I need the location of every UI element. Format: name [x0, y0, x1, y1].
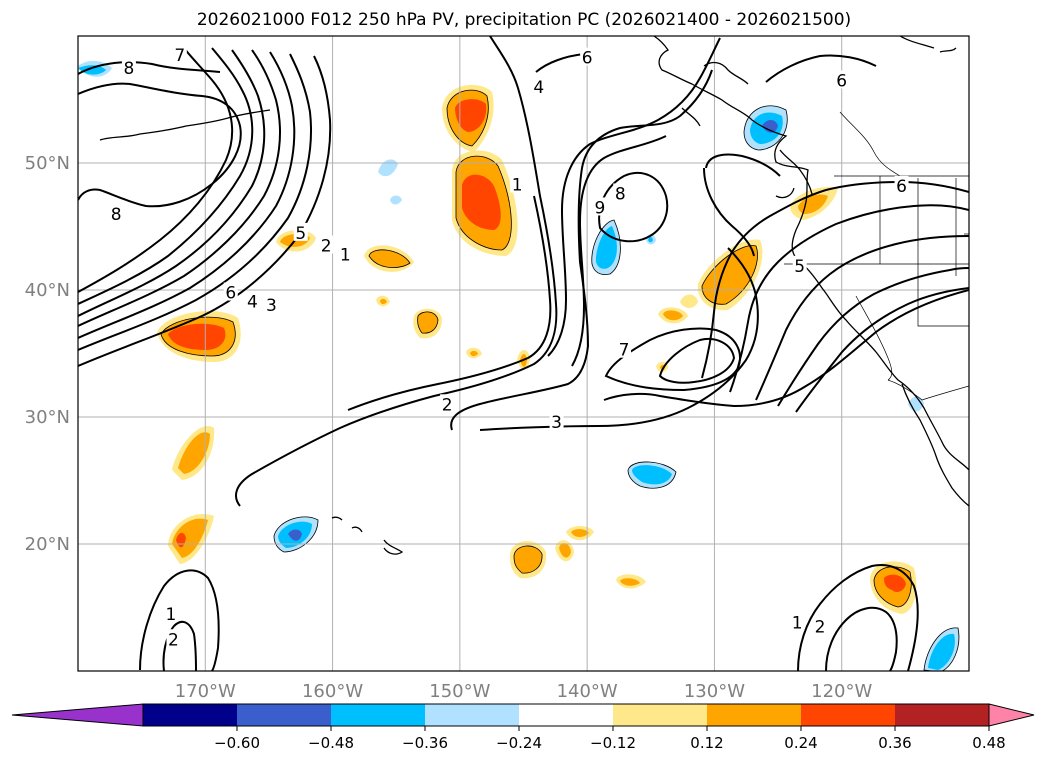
contour-label-bg [549, 412, 564, 431]
contour-label-bg [617, 339, 632, 358]
contour-label: 5 [794, 257, 805, 277]
colorbar-frame [142, 703, 990, 727]
contour-label: 8 [615, 184, 626, 204]
contour-label: 8 [111, 205, 122, 225]
precip-outlines [160, 89, 960, 671]
contour-label-bg [109, 203, 124, 222]
x-tick-label: 160°W [302, 681, 363, 702]
colorbar-segment [331, 704, 426, 726]
colorbar-segment [425, 704, 520, 726]
colorbar-segment [801, 704, 896, 726]
contour-label-bg [338, 244, 353, 263]
coastlines [99, 36, 969, 555]
colorbar-segment [613, 704, 708, 726]
contour-label: 6 [896, 177, 907, 197]
contour-label: 7 [619, 341, 630, 361]
contour-label-bg [319, 235, 334, 254]
colorbar-tick-label: 0.36 [878, 734, 911, 752]
contour-label-bg [121, 57, 136, 76]
colorbar-tick-label: −0.12 [590, 734, 636, 752]
contour-label-bg [440, 394, 455, 413]
contour-label: 9 [594, 198, 605, 218]
contour-label: 4 [533, 78, 544, 98]
contour-label-bg [245, 291, 260, 310]
colorbar-segment [143, 704, 238, 726]
y-axis-ticks: 20°N 30°N 40°N 50°N [25, 153, 70, 555]
contour-label-bg [813, 616, 828, 635]
contour-label: 2 [442, 395, 453, 415]
x-tick-label: 170°W [175, 681, 236, 702]
x-tick-label: 120°W [811, 681, 872, 702]
contour-label-bg [792, 255, 807, 274]
y-tick-label: 40°N [25, 280, 70, 301]
colorbar-tick-label: −0.24 [496, 734, 542, 752]
pv-contours [78, 36, 969, 671]
x-axis-ticks: 170°W 160°W 150°W 140°W 130°W 120°W [175, 681, 873, 702]
contour-label: 6 [225, 284, 236, 304]
contour-label: 2 [168, 630, 179, 650]
contour-label: 3 [551, 413, 562, 433]
contour-label-bg [172, 45, 187, 64]
contour-label-bg [580, 47, 595, 66]
contour-label: 3 [266, 296, 277, 316]
contour-label-bg [510, 174, 525, 193]
colorbar-segment [237, 704, 332, 726]
contour-label-bg [613, 183, 628, 202]
colorbar-tick-label: −0.36 [402, 734, 448, 752]
contour-label: 2 [321, 237, 332, 257]
political-borders [784, 111, 969, 401]
contour-label: 6 [836, 71, 847, 91]
contour-label-bg [592, 197, 607, 216]
contour-label: 1 [512, 176, 523, 196]
y-tick-label: 50°N [25, 153, 70, 174]
contour-label-bg [531, 76, 546, 95]
chart-title: 2026021000 F012 250 hPa PV, precipitatio… [197, 10, 851, 30]
contour-label-bg [163, 603, 178, 622]
y-tick-label: 20°N [25, 534, 70, 555]
colorbar-tick-label: 0.48 [972, 734, 1005, 752]
colorbar-tick-label: −0.60 [214, 734, 260, 752]
contour-label: 1 [792, 614, 803, 634]
contour-label-bg [834, 70, 849, 89]
contour-label-bg [293, 222, 308, 241]
contour-label: 5 [295, 224, 306, 244]
contour-label: 8 [124, 59, 135, 79]
x-tick-label: 140°W [557, 681, 618, 702]
colorbar: −0.60 −0.48 −0.36 −0.24 −0.12 0.12 0.24 0.36 0.4… [11, 703, 1035, 752]
colorbar-tick-label: −0.48 [308, 734, 354, 752]
contour-label: 6 [582, 49, 593, 69]
contour-label-bg [223, 282, 238, 301]
contour-label: 4 [247, 292, 258, 312]
y-tick-label: 30°N [25, 407, 70, 428]
contour-label: 7 [174, 46, 185, 66]
colorbar-tick-label: 0.24 [784, 734, 817, 752]
map-frame [77, 35, 970, 672]
contour-label: 1 [166, 605, 177, 625]
contour-label: 2 [815, 618, 826, 638]
contour-label-bg [166, 629, 181, 648]
colorbar-extend-low [11, 703, 144, 727]
x-tick-label: 150°W [429, 681, 490, 702]
colorbar-tick-label: 0.12 [690, 734, 723, 752]
precip-shading [78, 60, 959, 671]
colorbar-extend-high [988, 703, 1035, 727]
contour-label-bg [790, 612, 805, 631]
colorbar-segment [895, 704, 990, 726]
contour-label-bg [894, 175, 909, 194]
colorbar-segment [519, 704, 614, 726]
contour-label: 1 [340, 245, 351, 265]
contour-label-bg [264, 295, 279, 314]
colorbar-segment [707, 704, 802, 726]
x-tick-label: 130°W [684, 681, 745, 702]
